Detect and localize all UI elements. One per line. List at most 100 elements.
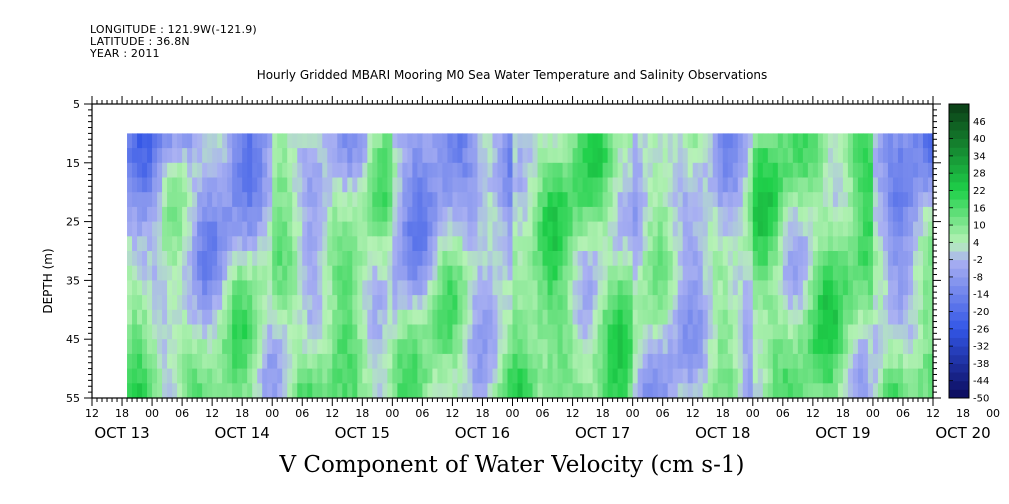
heatmap-cell xyxy=(922,295,929,311)
heatmap-cell xyxy=(572,177,579,193)
heatmap-cell xyxy=(557,192,564,208)
heatmap-cell xyxy=(307,339,313,355)
heatmap-cell xyxy=(872,339,879,355)
heatmap-cell xyxy=(552,309,559,326)
heatmap-cell xyxy=(417,177,423,193)
heatmap-cell xyxy=(452,162,459,179)
heatmap-cell xyxy=(892,148,899,164)
heatmap-cell xyxy=(407,206,413,223)
heatmap-cell xyxy=(282,162,288,179)
heatmap-cell xyxy=(637,251,644,267)
heatmap-cell xyxy=(762,324,769,340)
x-hour-label: 12 xyxy=(806,407,820,420)
heatmap-cell xyxy=(167,192,173,208)
heatmap-cell xyxy=(467,339,474,355)
heatmap-cell xyxy=(827,177,834,193)
heatmap-cell xyxy=(427,162,434,179)
heatmap-cell xyxy=(322,324,328,340)
heatmap-cell xyxy=(422,339,428,355)
heatmap-cell xyxy=(322,251,328,267)
heatmap-cell xyxy=(407,133,413,149)
heatmap-cell xyxy=(282,280,288,296)
heatmap-cell xyxy=(327,295,333,311)
heatmap-cell xyxy=(867,295,874,311)
heatmap-cell xyxy=(592,339,599,355)
heatmap-cell xyxy=(427,251,434,267)
heatmap-cell xyxy=(172,221,178,237)
heatmap-cell xyxy=(162,383,168,399)
heatmap-cell xyxy=(897,280,904,296)
heatmap-cell xyxy=(592,148,599,164)
heatmap-cell xyxy=(627,368,634,384)
heatmap-cell xyxy=(352,265,358,281)
heatmap-cell xyxy=(917,324,924,340)
heatmap-cell xyxy=(767,206,774,223)
heatmap-cell xyxy=(322,221,328,237)
heatmap-cell xyxy=(452,251,459,267)
heatmap-cell xyxy=(522,280,529,296)
heatmap-cell xyxy=(677,221,684,237)
heatmap-cell xyxy=(372,148,378,164)
heatmap-cell xyxy=(442,265,449,281)
heatmap-cell xyxy=(732,162,739,179)
heatmap-cell xyxy=(832,206,839,223)
heatmap-cell xyxy=(142,339,148,355)
heatmap-cell xyxy=(292,368,298,384)
heatmap-cell xyxy=(242,192,248,208)
heatmap-cell xyxy=(557,383,564,399)
heatmap-cell xyxy=(432,339,439,355)
heatmap-cell xyxy=(517,324,524,340)
heatmap-cell xyxy=(607,133,614,149)
heatmap-cell xyxy=(372,280,378,296)
x-hour-label: 00 xyxy=(626,407,640,420)
heatmap-cell xyxy=(477,324,484,340)
heatmap-cell xyxy=(647,206,654,223)
heatmap-cell xyxy=(737,368,744,384)
heatmap-cell xyxy=(397,236,403,252)
x-hour-label: 00 xyxy=(265,407,279,420)
heatmap-cell xyxy=(667,353,674,370)
heatmap-cell xyxy=(832,339,839,355)
heatmap-cell xyxy=(467,324,474,340)
heatmap-cell xyxy=(422,221,428,237)
heatmap-cell xyxy=(472,339,479,355)
heatmap-cell xyxy=(432,148,439,164)
heatmap-cell xyxy=(767,133,774,149)
heatmap-cell xyxy=(192,353,198,370)
heatmap-cell xyxy=(157,251,163,267)
colorbar-band xyxy=(949,294,969,304)
heatmap-cell xyxy=(752,221,759,237)
heatmap-cell xyxy=(627,206,634,223)
heatmap-cell xyxy=(812,221,819,237)
heatmap-cell xyxy=(692,206,699,223)
heatmap-cell xyxy=(357,280,363,296)
heatmap-cell xyxy=(517,192,524,208)
heatmap-cell xyxy=(412,324,418,340)
heatmap-cell xyxy=(647,280,654,296)
heatmap-cell xyxy=(672,339,679,355)
heatmap-cell xyxy=(802,324,809,340)
heatmap-cell xyxy=(337,236,343,252)
heatmap-cell xyxy=(792,309,799,326)
heatmap-cell xyxy=(912,280,919,296)
heatmap-cell xyxy=(827,324,834,340)
heatmap-cell xyxy=(352,383,358,399)
heatmap-cell xyxy=(332,368,338,384)
heatmap-cell xyxy=(592,177,599,193)
heatmap-cell xyxy=(622,368,629,384)
heatmap-cell xyxy=(662,133,669,149)
heatmap-cell xyxy=(392,221,398,237)
heatmap-cell xyxy=(717,133,724,149)
heatmap-cell xyxy=(817,324,824,340)
heatmap-cell xyxy=(402,280,408,296)
heatmap-cell xyxy=(797,295,804,311)
heatmap-cell xyxy=(467,295,474,311)
heatmap-cell xyxy=(372,265,378,281)
heatmap-cell xyxy=(542,295,549,311)
heatmap-cell xyxy=(427,339,434,355)
heatmap-cell xyxy=(897,295,904,311)
heatmap-cell xyxy=(712,353,719,370)
heatmap-cell xyxy=(577,221,584,237)
heatmap-cell xyxy=(232,221,238,237)
heatmap-cell xyxy=(742,192,749,208)
